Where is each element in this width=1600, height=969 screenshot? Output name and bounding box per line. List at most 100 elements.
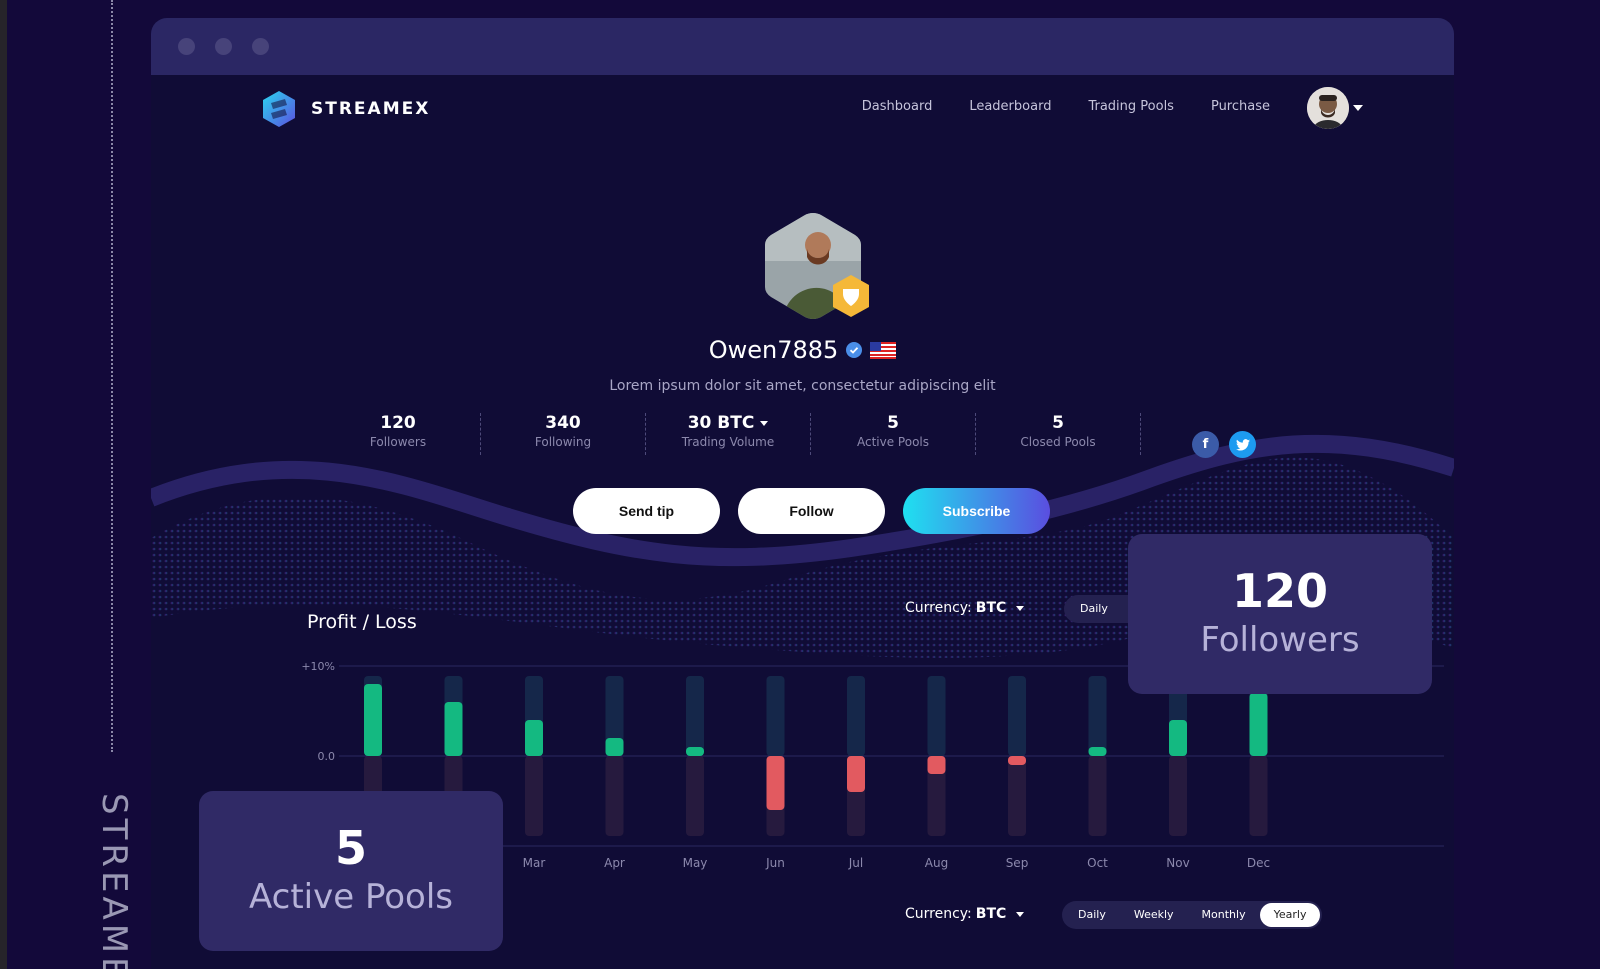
- bar-positive[interactable]: [1169, 720, 1187, 756]
- bar-positive[interactable]: [686, 747, 704, 756]
- bar-track-lower: [605, 756, 624, 836]
- bar-positive[interactable]: [364, 684, 382, 756]
- currency-caret-icon: [1016, 911, 1025, 917]
- bar-track-upper: [686, 676, 704, 756]
- currency-value: BTC: [975, 600, 1007, 616]
- dotted-divider: [111, 0, 113, 752]
- followers-card: 120 Followers: [1128, 534, 1432, 694]
- x-tick-label: Oct: [1087, 856, 1108, 870]
- range-option-monthly[interactable]: Monthly: [1201, 908, 1246, 921]
- range-option-daily[interactable]: Daily: [1078, 908, 1106, 921]
- x-tick-label: Jul: [848, 856, 863, 870]
- subscribe-button[interactable]: Subscribe: [903, 488, 1050, 534]
- active-pools-card-number: 5: [334, 821, 367, 875]
- range-option-yearly[interactable]: Yearly: [1259, 903, 1321, 927]
- x-tick-label: Sep: [1006, 856, 1029, 870]
- profile-stats: 120 Followers 340 Following 30 BTC Tradi…: [316, 413, 1141, 455]
- bar-positive[interactable]: [1088, 747, 1107, 756]
- nav-link-leaderboard[interactable]: Leaderboard: [969, 99, 1052, 114]
- profit-loss-title: Profit / Loss: [307, 611, 417, 633]
- x-tick-label: Apr: [604, 856, 625, 870]
- currency-value: BTC: [975, 906, 1007, 922]
- bar-track-lower: [1249, 756, 1268, 836]
- bar-track-upper: [605, 676, 624, 756]
- username-row: Owen7885: [151, 336, 1454, 364]
- stat-followers[interactable]: 120 Followers: [316, 413, 481, 455]
- stat-value: 120: [380, 413, 416, 433]
- nav-link-dashboard[interactable]: Dashboard: [861, 99, 933, 114]
- bar-track-lower: [1169, 756, 1187, 836]
- nav-link-trading-pools[interactable]: Trading Pools: [1088, 99, 1174, 114]
- stat-value: 30 BTC: [687, 413, 755, 433]
- bar-track-upper: [927, 676, 946, 756]
- active-pools-card-label: Active Pools: [248, 877, 454, 917]
- window-titlebar: [151, 18, 1454, 75]
- currency-selector-bottom[interactable]: Currency: BTC: [905, 906, 1025, 922]
- bar-negative[interactable]: [927, 756, 946, 774]
- logo-text: STREAMEX: [311, 99, 431, 119]
- follow-button[interactable]: Follow: [738, 488, 885, 534]
- window-close-dot[interactable]: [178, 38, 195, 55]
- stat-label: Following: [534, 435, 592, 449]
- bar-track-lower: [686, 756, 704, 836]
- profile-actions: Send tip Follow Subscribe: [573, 488, 1050, 534]
- bar-negative[interactable]: [1008, 756, 1026, 765]
- x-tick-label: May: [683, 856, 708, 870]
- stat-following[interactable]: 340 Following: [481, 413, 646, 455]
- nav-link-purchase[interactable]: Purchase: [1210, 99, 1270, 114]
- bar-track-upper: [1008, 676, 1026, 756]
- streamex-logo-icon: [263, 91, 295, 127]
- bar-positive[interactable]: [525, 720, 543, 756]
- bar-track-lower: [927, 756, 946, 836]
- us-flag-icon: [870, 341, 897, 359]
- range-option-daily[interactable]: Daily: [1080, 602, 1108, 615]
- stat-closed-pools[interactable]: 5 Closed Pools: [976, 413, 1141, 455]
- bar-track-lower: [1008, 756, 1026, 836]
- y-tick-label: +10%: [301, 660, 335, 673]
- bar-positive[interactable]: [1249, 693, 1268, 756]
- currency-caret-icon: [1016, 605, 1025, 611]
- top-nav: STREAMEX Dashboard Leaderboard Trading P…: [151, 75, 1454, 143]
- window-maximize-dot[interactable]: [252, 38, 269, 55]
- verified-check-icon: [846, 342, 863, 358]
- stat-value: 5: [887, 413, 899, 433]
- user-menu-caret-icon[interactable]: [1353, 105, 1363, 111]
- bar-negative[interactable]: [766, 756, 785, 810]
- bar-negative[interactable]: [847, 756, 865, 792]
- active-pools-card: 5 Active Pools: [199, 791, 503, 951]
- stat-label: Followers: [369, 435, 427, 449]
- stat-active-pools[interactable]: 5 Active Pools: [811, 413, 976, 455]
- x-tick-label: Aug: [925, 856, 948, 870]
- avatar-person-icon: [1307, 87, 1349, 129]
- bar-track-lower: [1088, 756, 1107, 836]
- user-avatar[interactable]: [1307, 87, 1349, 129]
- x-tick-label: Dec: [1247, 856, 1270, 870]
- x-tick-label: Jun: [765, 856, 785, 870]
- side-brand-text: STREAMEX: [94, 793, 134, 969]
- volume-dropdown-caret-icon[interactable]: [760, 420, 769, 426]
- stat-label: Trading Volume: [681, 435, 775, 449]
- twitter-bird-icon: [1235, 438, 1250, 451]
- stat-value-row: 30 BTC: [646, 413, 810, 433]
- send-tip-button[interactable]: Send tip: [573, 488, 720, 534]
- bar-track-upper: [766, 676, 785, 756]
- bar-positive[interactable]: [444, 702, 463, 756]
- currency-selector[interactable]: Currency: BTC: [905, 600, 1025, 616]
- nav-links: Dashboard Leaderboard Trading Pools Purc…: [862, 99, 1270, 114]
- x-tick-label: Nov: [1166, 856, 1189, 870]
- stat-trading-volume[interactable]: 30 BTC Trading Volume: [646, 413, 811, 455]
- followers-card-number: 120: [1231, 564, 1329, 618]
- bar-positive[interactable]: [605, 738, 624, 756]
- window-minimize-dot[interactable]: [215, 38, 232, 55]
- currency-label: Currency:: [905, 906, 972, 922]
- logo[interactable]: STREAMEX: [259, 89, 430, 129]
- bar-track-upper: [1088, 676, 1107, 756]
- username: Owen7885: [708, 336, 839, 364]
- x-tick-label: Mar: [523, 856, 546, 870]
- y-tick-label: 0.0: [318, 750, 336, 763]
- facebook-icon[interactable]: f: [1192, 431, 1219, 458]
- stat-value: 340: [545, 413, 581, 433]
- range-option-weekly[interactable]: Weekly: [1133, 908, 1174, 921]
- stat-value: 5: [1052, 413, 1064, 433]
- twitter-icon[interactable]: [1229, 431, 1256, 458]
